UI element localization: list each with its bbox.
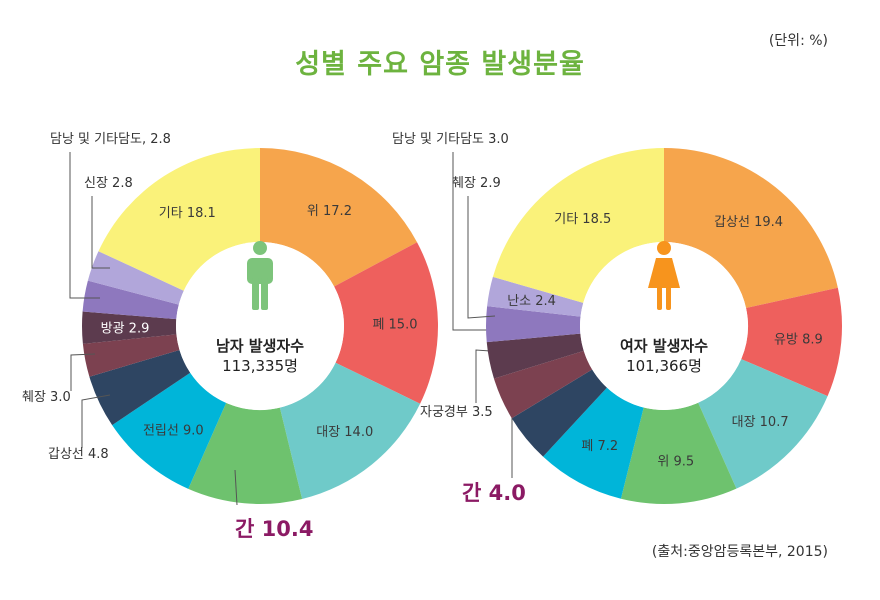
slice-전립선 [112, 372, 227, 489]
slice-간 [511, 369, 607, 457]
slice-label: 기타 18.1 [159, 206, 216, 221]
donut-chart-female: 갑상선 19.4 유방 8.9 대장 10.7 위 9.5 폐 7.2 간 4.0 자궁경부… [392, 132, 842, 505]
slice-담낭 및 기타담도 [486, 333, 584, 379]
slice-췌장 [82, 334, 180, 377]
leader-line [452, 152, 492, 331]
unit-label: (단위: %) [768, 33, 828, 49]
chart-title: 성별 주요 암종 발생분율 [295, 49, 585, 80]
slice-자궁경부 [493, 350, 593, 419]
highlight-label: 간 4.0 [462, 481, 526, 505]
slice-위 [260, 148, 418, 287]
slice-label: 방광 2.9 [101, 321, 150, 336]
slice-label: 췌장 2.9 [452, 176, 501, 191]
slice-label: 전립선 9.0 [143, 423, 204, 438]
donut-hole [580, 242, 748, 410]
leader-line [91, 196, 110, 269]
slice-폐 [543, 387, 644, 499]
slice-label: 기타 18.5 [554, 212, 611, 227]
slice-label: 유방 8.9 [774, 333, 823, 348]
center-title: 남자 발생자수 [216, 337, 304, 355]
slice-label: 위 9.5 [657, 454, 694, 469]
donut-hole [176, 242, 344, 410]
slice-간 [188, 402, 303, 504]
slice-췌장 [486, 306, 581, 343]
slice-label: 자궁경부 3.5 [420, 405, 493, 420]
leader-line [81, 394, 111, 448]
center-title: 여자 발생자수 [620, 337, 708, 355]
slice-기타 [492, 148, 664, 303]
slice-label: 폐 7.2 [581, 439, 618, 454]
center-value: 101,366명 [626, 357, 702, 375]
slice-label: 담낭 및 기타담도, 2.8 [50, 132, 171, 147]
slice-유방 [741, 287, 842, 397]
source-note: (출처:중앙암등록본부, 2015) [651, 544, 828, 560]
donut-chart-male: 위 17.2 폐 15.0 대장 14.0 간 10.4 전립선 9.0 갑상선 4.8 췌… [22, 132, 438, 541]
slice-신장 [87, 251, 184, 305]
highlight-label: 간 10.4 [235, 517, 313, 541]
slice-label: 대장 14.0 [316, 425, 373, 440]
slice-담낭 및 기타담도 [82, 280, 179, 320]
leader-line [70, 353, 96, 391]
slice-갑상선 [89, 349, 191, 426]
center-value: 113,335명 [222, 357, 298, 375]
slice-label: 대장 10.7 [732, 415, 789, 430]
slice-대장 [279, 362, 421, 499]
female-icon [648, 241, 680, 310]
slice-갑상선 [664, 148, 838, 308]
leader-line [467, 196, 496, 319]
slice-label: 췌장 3.0 [22, 390, 71, 405]
leader-line [234, 469, 238, 506]
slice-label: 위 17.2 [307, 204, 352, 219]
slice-label: 담낭 및 기타담도 3.0 [392, 132, 509, 147]
slice-label: 갑상선 4.8 [48, 447, 109, 462]
slice-기타 [98, 148, 260, 291]
slice-대장 [698, 359, 828, 489]
slice-난소 [487, 276, 584, 317]
slice-label: 폐 15.0 [372, 317, 417, 332]
slice-방광 [82, 311, 177, 344]
leader-line [69, 152, 100, 299]
slice-위 [620, 402, 737, 504]
slice-label: 난소 2.4 [507, 294, 556, 309]
slice-label: 신장 2.8 [84, 176, 133, 191]
male-icon [247, 241, 273, 310]
slice-폐 [334, 242, 438, 404]
slice-label: 갑상선 19.4 [714, 215, 783, 230]
